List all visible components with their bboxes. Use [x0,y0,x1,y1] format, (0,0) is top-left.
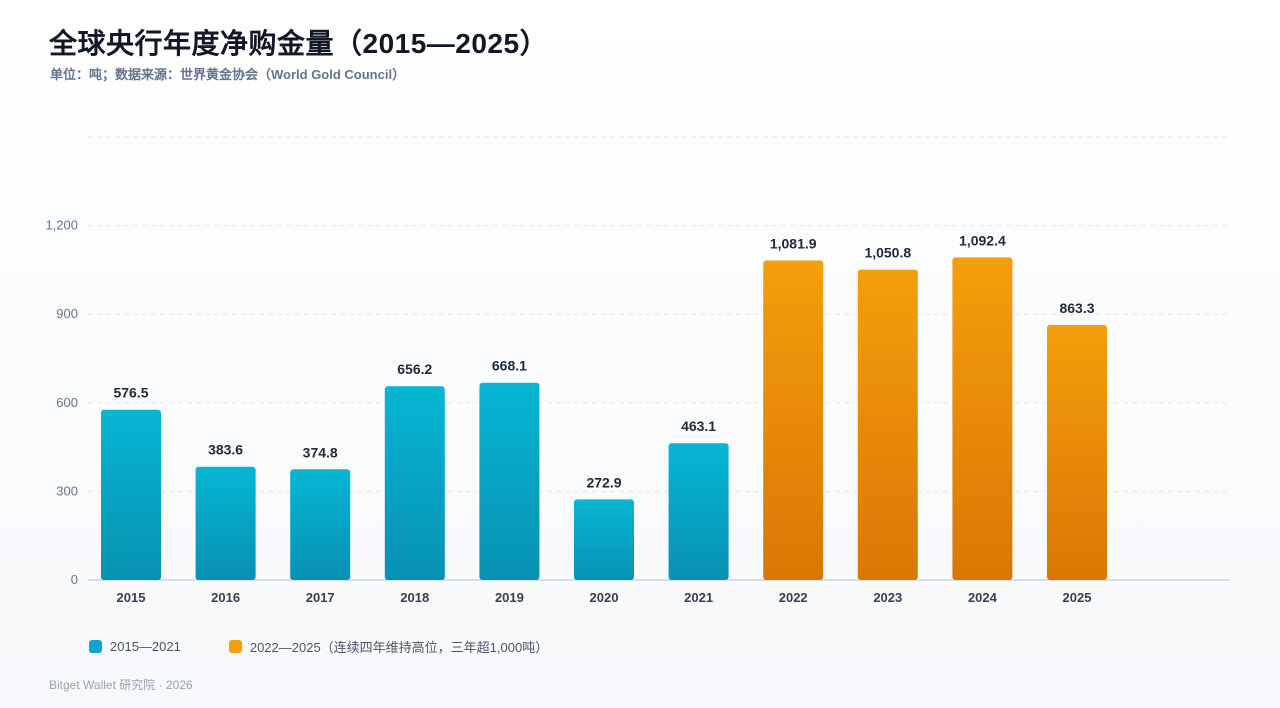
y-tick-label: 300 [56,483,78,498]
bar [384,386,445,580]
y-tick-label: 0 [71,572,78,587]
bar-value-label: 576.5 [113,385,148,401]
bar-value-label: 383.6 [208,442,243,458]
bar [763,260,824,580]
chart-title: 全球央行年度净购金量（2015—2025） [49,28,549,59]
bar-value-label: 863.3 [1059,300,1094,316]
legend-item-2022-2025: 2022—2025（连续四年维持高位，三年超1,000吨） [228,637,549,656]
legend-label: 2015—2021 [110,639,181,654]
bar-value-label: 656.2 [397,361,432,377]
x-tick-label: 2020 [590,590,619,605]
grid-lines [88,136,1230,581]
bar [290,469,351,580]
bar-value-label: 1,081.9 [770,235,817,251]
legend-swatch-teal [89,640,102,653]
x-tick-label: 2019 [495,590,524,605]
bar-value-label: 668.1 [492,358,527,374]
y-tick-label: 600 [56,395,78,410]
bar-value-label: 463.1 [681,418,716,434]
chart-subtitle: 单位：吨；数据来源：世界黄金协会（World Gold Council） [50,67,406,82]
x-tick-label: 2016 [211,590,240,605]
bar-value-label: 1,050.8 [864,245,911,261]
bar [668,443,729,580]
x-tick-label: 2017 [306,590,335,605]
legend-label: 2022—2025（连续四年维持高位，三年超1,000吨） [249,640,549,655]
x-axis-ticks: 2015 2016 2017 2018 2019 2020 2021 2022 2023 2024… [117,590,1092,605]
bar-value-label: 374.8 [303,444,338,460]
x-tick-label: 2018 [400,590,429,605]
bar [101,409,161,580]
bar [479,382,540,580]
y-tick-label: 1,200 [45,218,78,233]
bar [195,466,256,580]
legend-item-2015-2021: 2015—2021 [89,639,181,654]
bar-value-label: 272.9 [586,474,621,490]
bar [574,499,634,580]
x-tick-label: 2025 [1063,590,1092,605]
legend: 2015—2021 2022—2025（连续四年维持高位，三年超1,000吨） [89,637,596,656]
bars [101,257,1107,580]
bar [952,257,1013,580]
y-tick-label: 900 [56,306,78,321]
bar [1047,325,1107,580]
x-tick-label: 2023 [873,590,902,605]
legend-swatch-orange [228,640,242,653]
bar-value-label: 1,092.4 [959,232,1006,248]
bar [857,269,918,580]
y-axis-ticks: 0 300 600 900 1,200 [45,218,78,587]
footer-credit: Bitget Wallet 研究院 · 2026 [49,678,193,692]
x-tick-label: 2024 [968,590,998,605]
x-tick-label: 2022 [779,590,808,605]
x-tick-label: 2021 [684,590,713,605]
x-tick-label: 2015 [117,590,146,605]
data-labels: 576.5 383.6 374.8 656.2 668.1 272.9 463.1 1,081… [113,232,1094,490]
